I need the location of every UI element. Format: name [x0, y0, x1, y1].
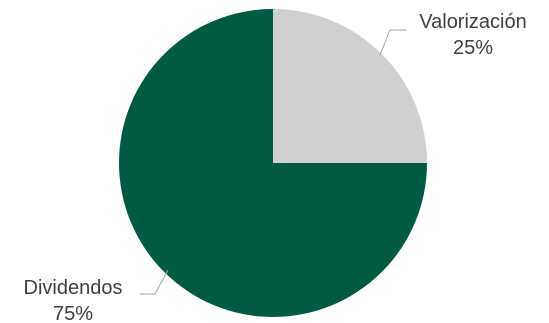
slice-label-valorizacion-value: 25% — [453, 37, 493, 59]
pie-slice-dividendos — [119, 9, 427, 317]
leader-line-dividendos — [140, 269, 169, 295]
leader-line-valorizacion — [379, 29, 406, 56]
slice-label-dividendos-value: 75% — [53, 303, 93, 323]
slice-label-valorizacion-name: Valorización — [419, 11, 526, 33]
pie-slices — [119, 9, 427, 317]
slice-label-dividendos-name: Dividendos — [24, 277, 123, 299]
pie-slice-valorizacion — [273, 9, 427, 163]
